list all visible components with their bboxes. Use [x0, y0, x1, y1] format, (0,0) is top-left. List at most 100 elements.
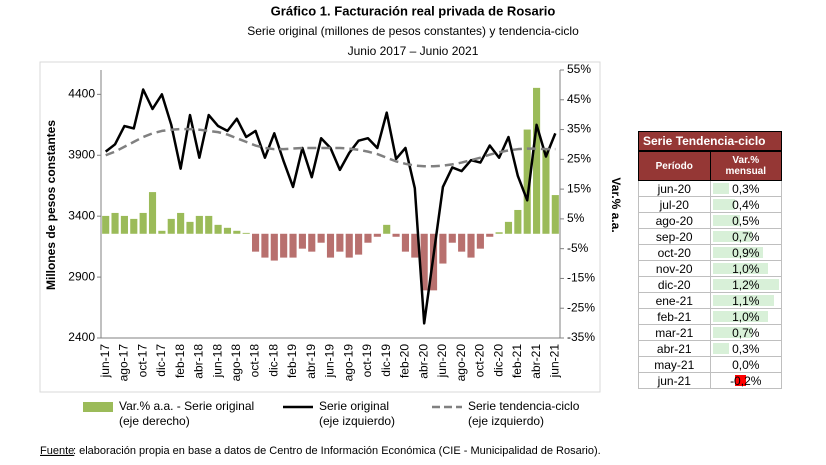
table-row: dic-20 1,2%	[638, 276, 782, 293]
table-period: jul-20	[659, 197, 689, 212]
table-cell: 0,7%	[709, 324, 782, 341]
bar	[373, 233, 381, 237]
legend-swatch	[83, 402, 113, 412]
bar	[270, 233, 278, 261]
table-cell: 0,3%	[709, 340, 782, 357]
table-period: ago-20	[655, 213, 693, 228]
table-value: 0,7%	[732, 325, 760, 340]
table-value: 0,4%	[732, 197, 760, 212]
x-tick-label: dic-20	[491, 344, 505, 377]
x-tick-label: feb-18	[173, 344, 187, 378]
table-cell: nov-20	[638, 260, 711, 277]
bar	[102, 215, 110, 234]
table-cell: 0,9%	[709, 244, 782, 261]
bar	[214, 224, 222, 234]
x-tick-label: jun-17	[98, 344, 112, 379]
y2-tick-label: -5%	[567, 241, 589, 255]
x-tick-label: abr-18	[192, 344, 206, 379]
table-panel: Serie Tendencia-ciclo Período Var.% mensu…	[638, 131, 782, 389]
bar	[355, 233, 363, 255]
bar	[252, 233, 260, 252]
data-bar	[712, 279, 780, 290]
y2-tick-label: -25%	[567, 300, 595, 314]
table-header-row: Período Var.% mensual	[638, 151, 782, 181]
table-period: oct-20	[657, 245, 691, 260]
table-row: ago-20 0,5%	[638, 212, 782, 229]
x-tick-label: oct-20	[473, 344, 487, 378]
y2-tick-label: -15%	[567, 271, 595, 285]
table-row: ene-21 1,1%	[638, 292, 782, 309]
data-bar	[712, 183, 730, 194]
bar	[533, 87, 541, 234]
table-row: sep-20 0,7%	[638, 228, 782, 245]
bar	[476, 233, 484, 249]
legend-label: Serie original	[319, 399, 389, 413]
y-axis-label: Millones de pesos constantes	[44, 120, 58, 290]
data-bar	[712, 247, 763, 258]
legend-note: (eje izquierdo)	[468, 414, 544, 428]
table-value: 0,3%	[732, 181, 760, 196]
bar	[448, 233, 456, 243]
table-row: jul-20 0,4%	[638, 196, 782, 213]
table-cell: 0,3%	[709, 180, 782, 197]
table-cell: 1,2%	[709, 276, 782, 293]
x-tick-label: feb-20	[398, 344, 412, 378]
x-tick-label: jun-21	[547, 344, 561, 379]
y-tick-label: 3900	[68, 147, 95, 161]
table-cell: 1,0%	[709, 260, 782, 277]
bar	[458, 233, 466, 252]
chart-period: Junio 2017 – Junio 2021	[348, 44, 479, 58]
footnote-text: : elaboración propia en base a datos de …	[73, 445, 601, 457]
table-period: ene-21	[655, 293, 693, 308]
bar	[308, 233, 316, 252]
table-value: 0,7%	[732, 229, 760, 244]
x-tick-label: oct-17	[135, 344, 149, 378]
bar	[317, 233, 325, 243]
bar	[289, 233, 297, 258]
data-bar	[712, 295, 774, 306]
bar	[345, 233, 353, 258]
y2-tick-label: -35%	[567, 330, 595, 344]
bar	[233, 230, 241, 234]
bar	[364, 233, 372, 243]
x-tick-label: abr-20	[416, 344, 430, 379]
legend-note: (eje izquierdo)	[319, 414, 395, 428]
bar	[383, 224, 391, 234]
table-cell: 0,4%	[709, 196, 782, 213]
bar	[495, 232, 503, 234]
bar	[298, 233, 306, 249]
table-cell: may-21	[638, 356, 711, 373]
x-tick-label: jun-19	[323, 344, 337, 379]
bar	[326, 233, 335, 258]
table-period: abr-21	[656, 341, 692, 356]
y2-tick-label: 35%	[567, 122, 591, 136]
table-value: 0,5%	[732, 213, 760, 228]
legend-label: Serie tendencia-ciclo	[468, 399, 580, 413]
x-tick-label: abr-21	[529, 344, 543, 379]
x-tick-label: jun-18	[210, 344, 224, 379]
y2-tick-label: 25%	[567, 152, 591, 166]
data-bar	[712, 327, 752, 338]
data-bar	[712, 199, 735, 210]
table-period: dic-20	[657, 277, 691, 292]
table-value: 0,3%	[732, 341, 760, 356]
table-cell: -0,2%	[709, 372, 782, 389]
data-bar	[712, 263, 769, 274]
table-value: 1,1%	[732, 293, 760, 308]
table-cell: oct-20	[638, 244, 711, 261]
chart-subtitle: Serie original (millones de pesos consta…	[247, 24, 579, 38]
table-cell: jun-21	[638, 372, 711, 389]
table-row: abr-21 0,3%	[638, 340, 782, 357]
y-tick-label: 2900	[68, 269, 95, 283]
bar	[205, 215, 213, 234]
x-tick-label: ago-20	[454, 344, 468, 382]
bar	[148, 192, 157, 234]
table-cell: jul-20	[638, 196, 711, 213]
y2-tick-label: 15%	[567, 181, 591, 195]
table-cell: mar-21	[638, 324, 711, 341]
bar	[411, 233, 419, 258]
table-row: may-21 0,0%	[638, 356, 782, 373]
table-period: sep-20	[655, 229, 693, 244]
bar	[186, 221, 194, 234]
trend-line	[105, 127, 556, 168]
